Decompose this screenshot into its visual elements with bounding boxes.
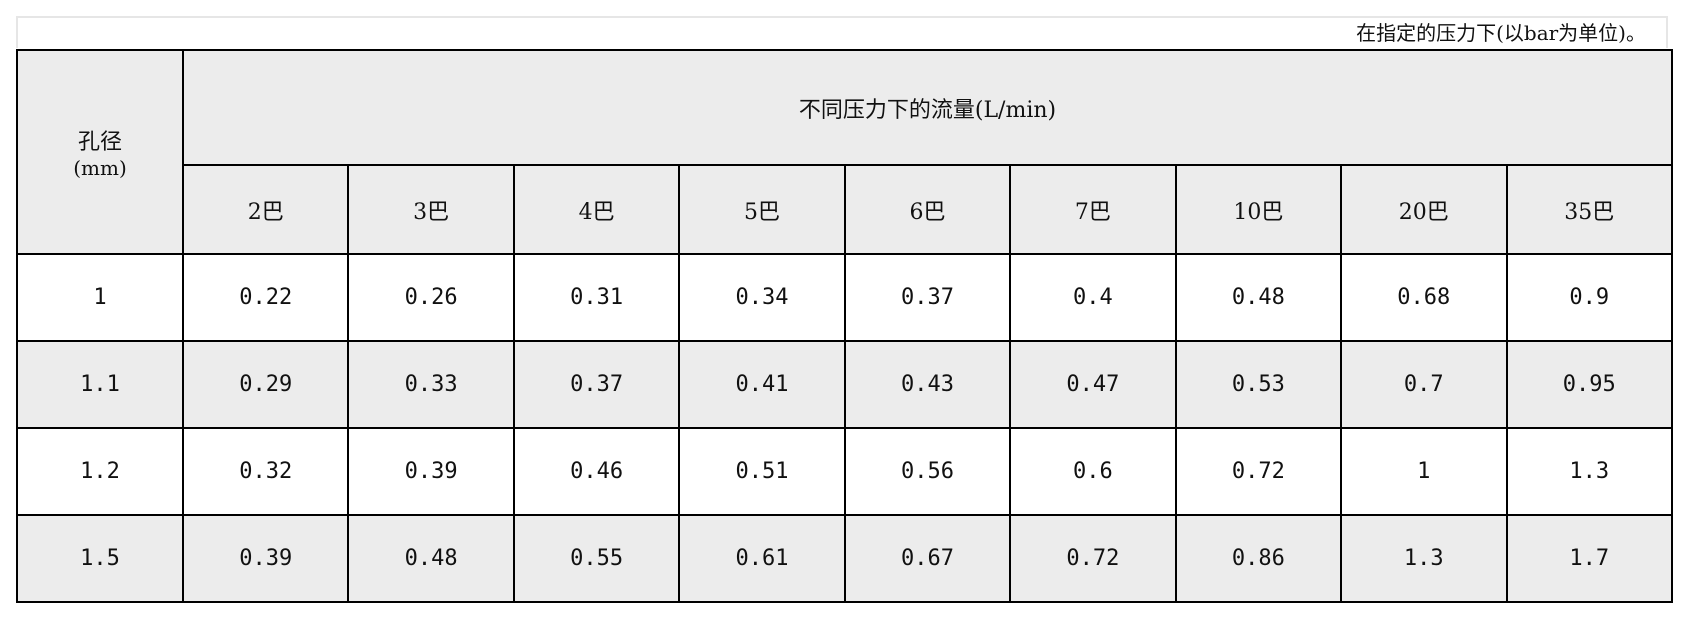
flow-value-cell: 0.47 xyxy=(1009,340,1177,429)
flow-value-cell: 0.51 xyxy=(678,427,846,516)
flow-value-cell: 0.95 xyxy=(1505,340,1673,429)
flow-value-cell: 0.46 xyxy=(512,427,681,516)
flow-value-cell: 1 xyxy=(1340,427,1508,516)
flow-value-cell: 0.31 xyxy=(512,253,681,342)
flow-rate-table: 孔径 (mm) 不同压力下的流量(L/min) 2巴 3巴 4巴 5巴 6巴 7巴 10巴 2… xyxy=(16,49,1673,603)
flow-value-cell: 0.72 xyxy=(1174,427,1343,516)
flow-value-cell: 0.41 xyxy=(678,340,846,429)
flow-value-cell: 0.72 xyxy=(1009,514,1177,603)
pressure-header: 20巴 xyxy=(1340,164,1508,255)
flow-value-cell: 0.37 xyxy=(843,253,1012,342)
flow-value-cell: 1.3 xyxy=(1340,514,1508,603)
flow-value-cell: 0.7 xyxy=(1340,340,1508,429)
table-caption: 在指定的压力下(以bar为单位)。 xyxy=(16,16,1668,48)
table-row: 1.1 0.29 0.33 0.37 0.41 0.43 0.47 0.53 0.7 0.95 xyxy=(16,340,1673,429)
diameter-cell: 1 xyxy=(16,253,184,342)
pressure-header: 5巴 xyxy=(678,164,846,255)
diameter-header: 孔径 (mm) xyxy=(16,49,184,255)
pressure-header: 4巴 xyxy=(512,164,681,255)
diameter-cell: 1.5 xyxy=(16,514,184,603)
pressure-header: 7巴 xyxy=(1009,164,1177,255)
flow-value-cell: 1.3 xyxy=(1505,427,1673,516)
flow-value-cell: 0.48 xyxy=(1174,253,1343,342)
flow-value-cell: 0.39 xyxy=(181,514,350,603)
table-row: 1 0.22 0.26 0.31 0.34 0.37 0.4 0.48 0.68 0.9 xyxy=(16,253,1673,342)
flow-value-cell: 0.26 xyxy=(347,253,515,342)
pressure-header: 2巴 xyxy=(181,164,350,255)
flow-value-cell: 0.9 xyxy=(1505,253,1673,342)
flow-value-cell: 1.7 xyxy=(1505,514,1673,603)
flow-header: 不同压力下的流量(L/min) xyxy=(182,49,1673,166)
flow-value-cell: 0.55 xyxy=(512,514,681,603)
flow-value-cell: 0.56 xyxy=(843,427,1012,516)
flow-value-cell: 0.22 xyxy=(181,253,350,342)
flow-value-cell: 0.68 xyxy=(1340,253,1508,342)
flow-value-cell: 0.43 xyxy=(843,340,1012,429)
flow-value-cell: 0.86 xyxy=(1174,514,1343,603)
flow-value-cell: 0.53 xyxy=(1174,340,1343,429)
flow-value-cell: 0.61 xyxy=(678,514,846,603)
diameter-cell: 1.2 xyxy=(16,427,184,516)
diameter-cell: 1.1 xyxy=(16,340,184,429)
pressure-header: 35巴 xyxy=(1505,164,1673,255)
flow-value-cell: 0.39 xyxy=(347,427,515,516)
diameter-label: 孔径 xyxy=(77,130,122,155)
flow-value-cell: 0.48 xyxy=(347,514,515,603)
flow-value-cell: 0.29 xyxy=(181,340,350,429)
flow-value-cell: 0.33 xyxy=(347,340,515,429)
flow-value-cell: 0.32 xyxy=(181,427,350,516)
diameter-unit: (mm) xyxy=(73,156,127,180)
flow-value-cell: 0.34 xyxy=(678,253,846,342)
flow-value-cell: 0.4 xyxy=(1009,253,1177,342)
table-row: 1.2 0.32 0.39 0.46 0.51 0.56 0.6 0.72 1 1.3 xyxy=(16,427,1673,516)
table-row: 1.5 0.39 0.48 0.55 0.61 0.67 0.72 0.86 1.3 1.7 xyxy=(16,514,1673,603)
pressure-header: 6巴 xyxy=(843,164,1012,255)
flow-value-cell: 0.67 xyxy=(843,514,1012,603)
flow-value-cell: 0.37 xyxy=(512,340,681,429)
flow-value-cell: 0.6 xyxy=(1009,427,1177,516)
pressure-header: 3巴 xyxy=(347,164,515,255)
pressure-header: 10巴 xyxy=(1174,164,1343,255)
